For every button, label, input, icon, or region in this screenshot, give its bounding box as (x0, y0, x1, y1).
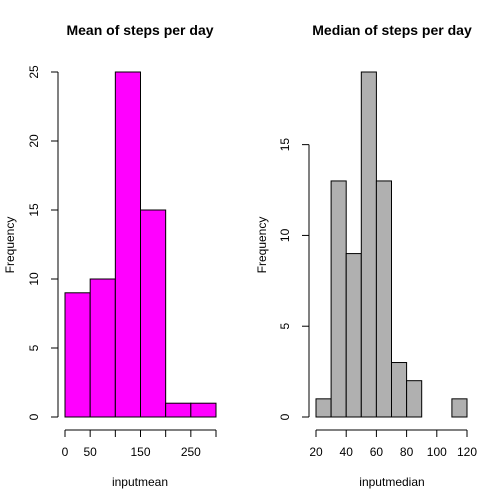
y-tick-label: 15 (278, 138, 292, 152)
histogram-bar (391, 362, 408, 418)
x-axis-label: inputmedian (359, 475, 424, 489)
histogram-bar (360, 71, 377, 418)
y-tick-label: 15 (27, 203, 41, 217)
histogram-bar (89, 278, 116, 418)
histogram-bar (330, 180, 347, 418)
x-tick-label: 40 (340, 445, 354, 459)
y-tick-label: 0 (278, 413, 292, 420)
histogram-bar (315, 398, 332, 418)
x-tick-label: 100 (427, 445, 447, 459)
histogram-bar (345, 253, 362, 418)
y-tick-label: 20 (27, 134, 41, 148)
x-tick-label: 50 (83, 445, 97, 459)
x-tick-label: 250 (181, 445, 201, 459)
y-axis-label: Frequency (255, 217, 269, 274)
y-tick-label: 5 (27, 344, 41, 351)
histogram-bar (140, 209, 167, 418)
histogram-bar (114, 71, 142, 418)
histogram-bar (165, 402, 192, 418)
histogram-bar (190, 402, 217, 418)
x-tick-label: 0 (62, 445, 69, 459)
x-tick-label: 80 (400, 445, 414, 459)
x-tick-label: 20 (309, 445, 323, 459)
histogram-bar (406, 380, 423, 418)
histogram-bar (375, 180, 392, 418)
chart-title: Median of steps per day (312, 22, 472, 38)
histogram-bar (451, 398, 468, 418)
y-axis-label: Frequency (3, 217, 17, 274)
y-tick-label: 5 (278, 323, 292, 330)
mean-histogram-panel: Mean of steps per day inputmean Frequenc… (3, 22, 217, 489)
x-tick-label: 120 (457, 445, 477, 459)
x-tick-label: 150 (130, 445, 150, 459)
y-tick-label: 10 (27, 272, 41, 286)
median-histogram-panel: Median of steps per day inputmedian Freq… (255, 22, 477, 489)
chart-title: Mean of steps per day (66, 22, 213, 38)
y-tick-label: 25 (27, 65, 41, 79)
histogram-bar (64, 292, 91, 418)
y-tick-label: 0 (27, 413, 41, 420)
y-tick-label: 10 (278, 228, 292, 242)
x-axis-label: inputmean (112, 475, 168, 489)
x-tick-label: 60 (370, 445, 384, 459)
